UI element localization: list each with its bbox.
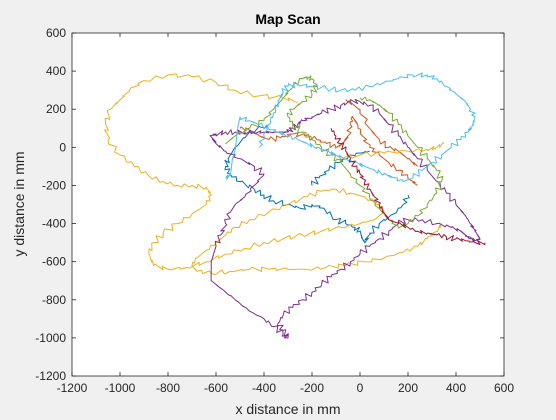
y-tick-label: 600: [46, 26, 66, 40]
x-tick-label: -400: [252, 381, 276, 395]
y-tick-label: -1000: [35, 331, 66, 345]
x-tick-label: -800: [156, 381, 180, 395]
y-tick-label: -200: [42, 178, 66, 192]
chart-title: Map Scan: [255, 11, 320, 27]
x-tick-label: 0: [357, 381, 364, 395]
x-tick-label: -1200: [57, 381, 88, 395]
tick-layer: -1200 -1000 -800 -600 -400 -200 0 200 400 600 -120…: [35, 26, 514, 395]
series-line-4: [209, 99, 481, 339]
y-axis-label: y distance in mm: [11, 151, 27, 256]
series-line-7: [330, 128, 486, 246]
y-tick-label: -600: [42, 255, 66, 269]
x-tick-label: 200: [398, 381, 418, 395]
series-line-3-segment: [335, 142, 445, 161]
x-axis-label: x distance in mm: [235, 401, 340, 417]
series-line-1-segment: [310, 150, 370, 186]
x-tick-label: 600: [494, 381, 514, 395]
x-tick-label: -200: [300, 381, 324, 395]
y-tick-label: -800: [42, 293, 66, 307]
series-line-2-segment: [345, 99, 418, 167]
y-tick-label: 400: [46, 64, 66, 78]
y-tick-label: 0: [59, 140, 66, 154]
y-tick-label: 200: [46, 102, 66, 116]
series-line-6: [225, 72, 476, 183]
series-line-5: [225, 75, 444, 229]
series-line-2: [239, 115, 418, 186]
x-tick-label: -600: [204, 381, 228, 395]
y-tick-label: -400: [42, 217, 66, 231]
y-tick-label: -1200: [35, 369, 66, 383]
series-line-1: [224, 124, 410, 244]
x-tick-label: 400: [446, 381, 466, 395]
x-tick-label: -1000: [105, 381, 136, 395]
series-line-3: [104, 73, 443, 276]
series-layer: [104, 72, 486, 339]
